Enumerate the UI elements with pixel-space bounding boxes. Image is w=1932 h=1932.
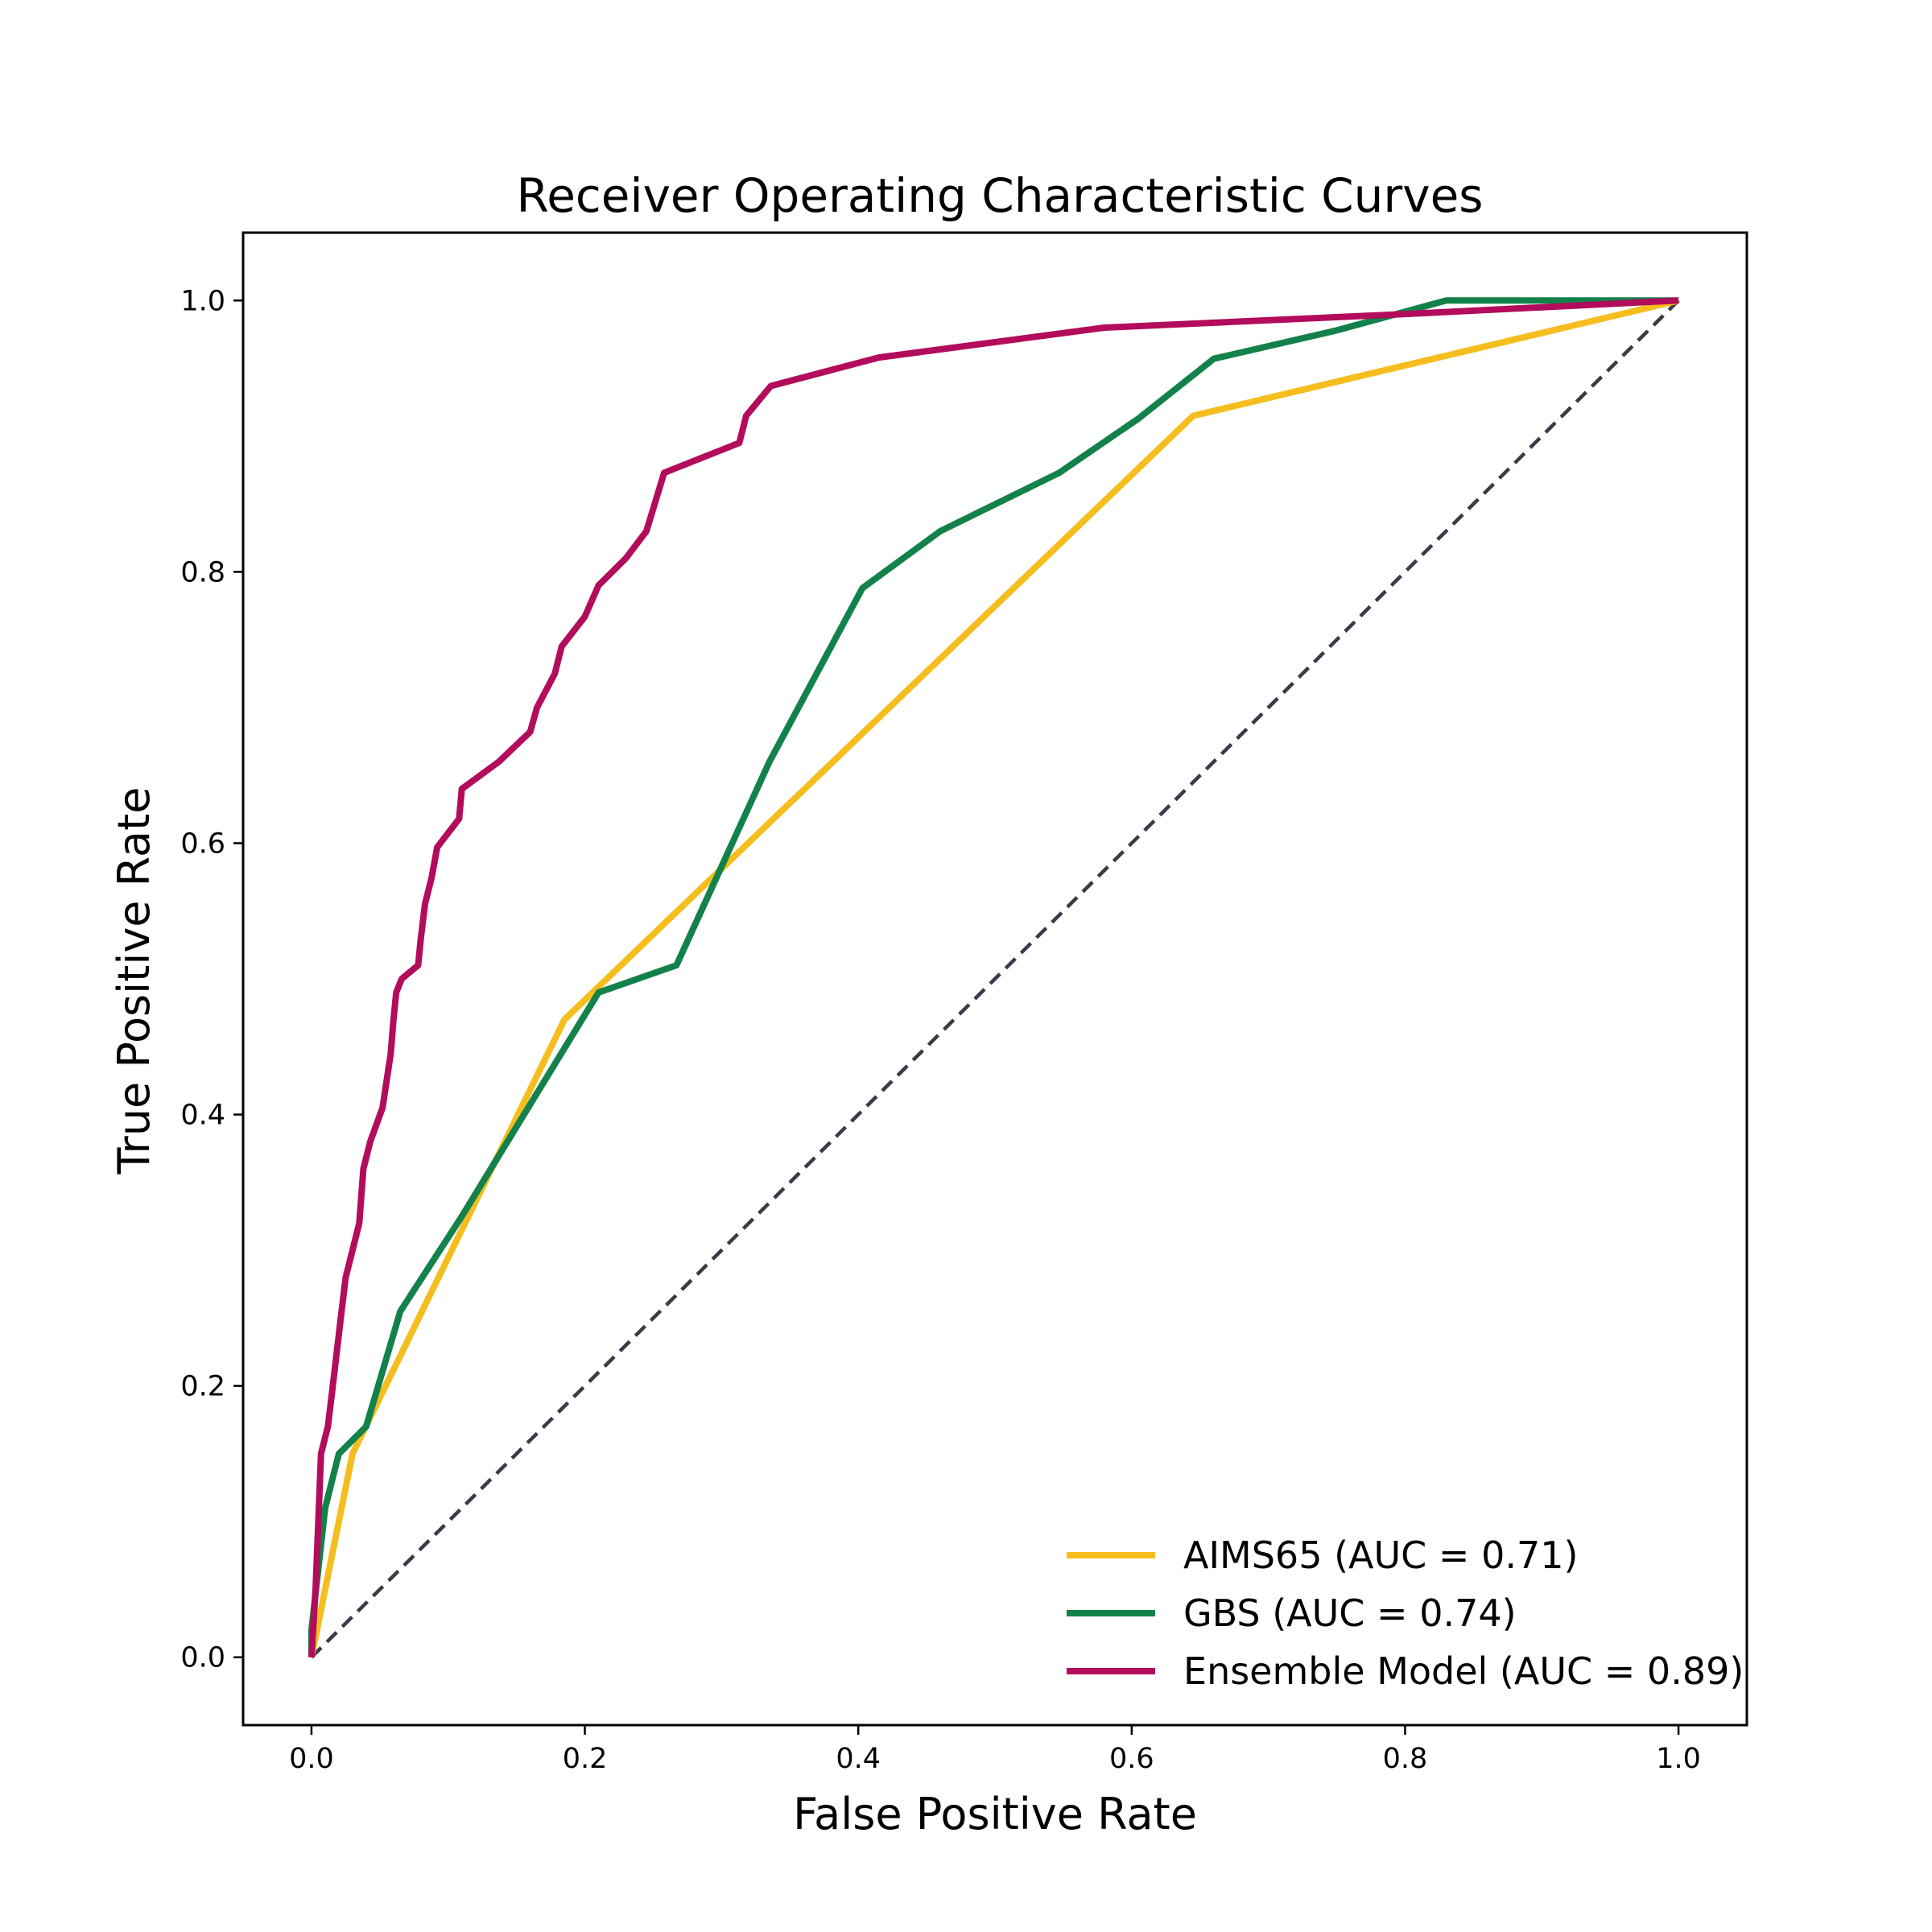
x-tick-label: 0.0 <box>289 1743 334 1775</box>
x-axis-ticks: 0.0 0.2 0.4 0.6 0.8 1.0 <box>289 1725 1701 1775</box>
plot-frame <box>242 231 1748 1727</box>
y-axis-label: True Positive Rate <box>109 786 159 1174</box>
legend-label-1: AIMS65 (AUC = 0.71) <box>1183 1534 1578 1577</box>
y-tick-label: 1.0 <box>180 285 225 317</box>
legend: AIMS65 (AUC = 0.71) GBS (AUC = 0.74) Ensem… <box>1067 1534 1744 1693</box>
x-tick-label: 0.8 <box>1383 1743 1428 1775</box>
y-tick-label: 0.4 <box>180 1100 225 1132</box>
plot-area <box>308 297 1680 1659</box>
legend-label-2: GBS (AUC = 0.74) <box>1183 1591 1517 1635</box>
y-axis-ticks: 0.0 0.2 0.4 0.6 0.8 1.0 <box>180 285 243 1674</box>
legend-label-3: Ensemble Model (AUC = 0.89) <box>1183 1649 1744 1693</box>
series-line-3 <box>308 297 1679 1657</box>
y-tick-label: 0.6 <box>180 828 225 860</box>
y-tick-label: 0.2 <box>180 1371 225 1403</box>
x-tick-label: 0.2 <box>563 1743 608 1775</box>
x-tick-label: 1.0 <box>1656 1743 1701 1775</box>
y-tick-label: 0.8 <box>180 556 225 588</box>
chance-diagonal-line <box>310 299 1680 1659</box>
x-tick-label: 0.4 <box>836 1743 881 1775</box>
y-tick-label: 0.0 <box>180 1642 225 1674</box>
chart-title: Receiver Operating Characteristic Curves <box>517 168 1484 223</box>
series-line-2 <box>308 297 1679 1657</box>
series-line-1 <box>308 297 1680 1658</box>
x-axis-label: False Positive Rate <box>793 1789 1197 1839</box>
x-tick-label: 0.6 <box>1109 1743 1154 1775</box>
